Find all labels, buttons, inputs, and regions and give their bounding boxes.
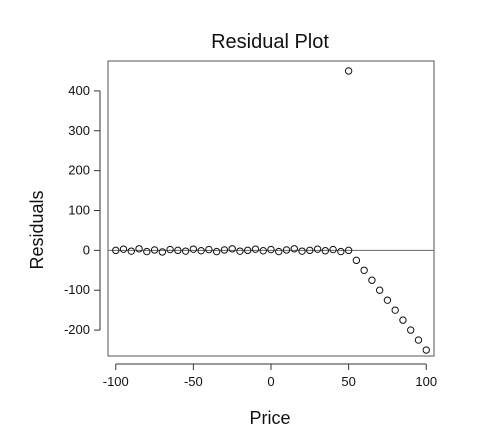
data-point: [422, 346, 430, 354]
data-point: [127, 247, 135, 255]
x-tick-label: 50: [341, 374, 355, 389]
chart-title: Residual Plot: [211, 31, 329, 53]
data-point: [135, 245, 143, 253]
data-point: [275, 247, 283, 256]
x-axis-label: Price: [249, 408, 290, 428]
y-axis: -200 -100 0 100 200 300 400: [64, 83, 101, 337]
data-point: [259, 247, 267, 255]
data-point: [189, 245, 198, 253]
data-point: [383, 296, 392, 304]
y-tick-label: 100: [68, 202, 90, 217]
x-axis: -100 -50 0 50 100: [103, 363, 437, 389]
data-point: [197, 247, 205, 255]
plot-frame: [107, 60, 435, 357]
data-points: [112, 67, 430, 354]
data-point: [375, 286, 384, 294]
data-point: [306, 246, 314, 255]
data-point: [112, 246, 120, 255]
data-point: [360, 266, 368, 274]
y-axis-label: Residuals: [27, 190, 47, 269]
data-point: [158, 248, 167, 256]
y-tick-label: 0: [83, 242, 90, 257]
y-tick-label: 400: [68, 83, 90, 98]
data-point: [290, 245, 298, 253]
data-point: [205, 245, 213, 254]
data-point: [298, 247, 306, 255]
data-point: [228, 245, 236, 253]
data-point: [244, 246, 252, 255]
data-point: [352, 256, 361, 265]
y-tick-label: -200: [64, 322, 90, 337]
y-tick-label: 200: [68, 163, 90, 178]
data-point: [407, 326, 415, 334]
data-point: [181, 247, 190, 255]
data-point: [267, 245, 275, 254]
data-point: [220, 246, 229, 254]
data-point: [282, 246, 291, 254]
data-point: [251, 245, 260, 253]
x-tick-label: -50: [184, 374, 203, 389]
data-point: [174, 246, 182, 255]
data-point: [399, 316, 407, 324]
x-tick-label: 100: [415, 374, 437, 389]
data-point: [236, 247, 244, 255]
data-point: [150, 246, 159, 254]
data-point: [344, 246, 353, 255]
data-point: [368, 276, 376, 284]
data-point: [313, 245, 322, 253]
y-tick-label: 300: [68, 123, 90, 138]
data-point: [344, 67, 353, 75]
data-point: [212, 247, 221, 256]
data-point: [414, 336, 423, 344]
data-point: [321, 247, 330, 255]
data-point: [329, 245, 337, 254]
y-tick-label: -100: [64, 282, 90, 297]
data-point: [166, 245, 174, 254]
data-point: [143, 247, 151, 256]
x-tick-label: 0: [267, 374, 274, 389]
x-tick-label: -100: [103, 374, 129, 389]
data-point: [119, 245, 128, 253]
data-point: [391, 306, 399, 314]
data-point: [337, 247, 345, 256]
